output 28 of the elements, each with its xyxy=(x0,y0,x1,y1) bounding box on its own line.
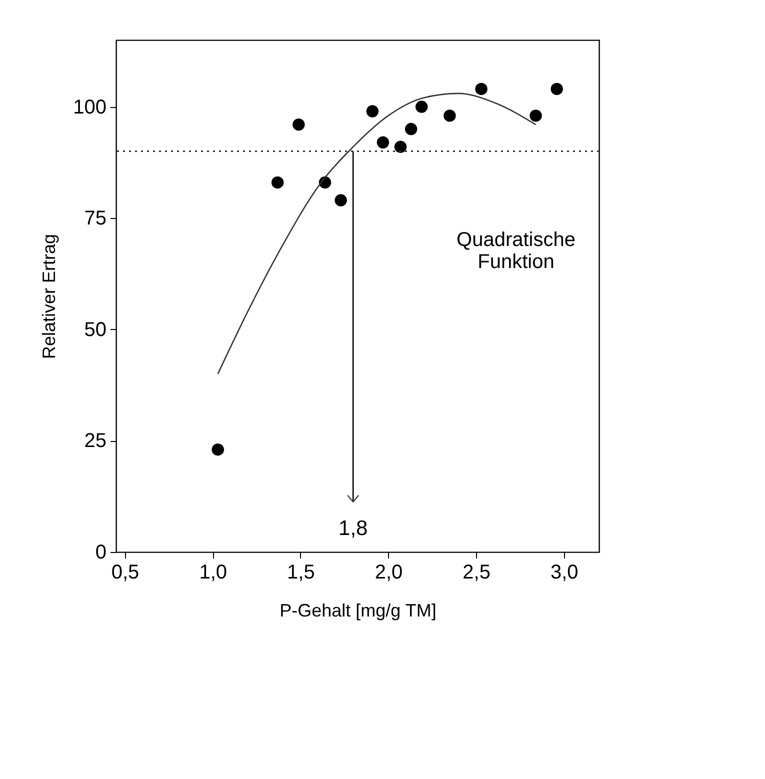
point xyxy=(394,140,407,153)
point xyxy=(404,122,418,136)
y-tick-label: 25 xyxy=(84,430,106,452)
point xyxy=(271,176,284,189)
x-tick-label: 1,0 xyxy=(199,562,228,584)
y-tick-label: 100 xyxy=(73,96,106,118)
point xyxy=(334,194,347,206)
x-tick-label: 0,5 xyxy=(111,562,140,584)
x-tick-label: 2,0 xyxy=(374,562,403,584)
point xyxy=(415,100,428,113)
annotation: Quadratische Funktion xyxy=(456,229,576,273)
x-tick-label: 3,0 xyxy=(550,562,578,584)
y-tick-label: 50 xyxy=(84,318,106,341)
y-axis-title: Relativer Ertrag xyxy=(39,234,60,360)
point xyxy=(366,105,379,118)
point xyxy=(212,443,224,456)
y-tick-label: 0 xyxy=(95,542,106,564)
point xyxy=(530,110,542,122)
point xyxy=(475,82,488,96)
point xyxy=(550,82,563,96)
annotation: 1,8 xyxy=(338,516,368,540)
x-axis-title: P-Gehalt [mg/g TM] xyxy=(280,600,436,620)
x-tick-label: 1,5 xyxy=(287,562,315,584)
y-tick-label: 75 xyxy=(84,208,106,230)
point xyxy=(376,136,390,149)
point xyxy=(292,118,305,131)
point xyxy=(444,110,456,122)
x-tick-label: 2,5 xyxy=(462,562,490,584)
